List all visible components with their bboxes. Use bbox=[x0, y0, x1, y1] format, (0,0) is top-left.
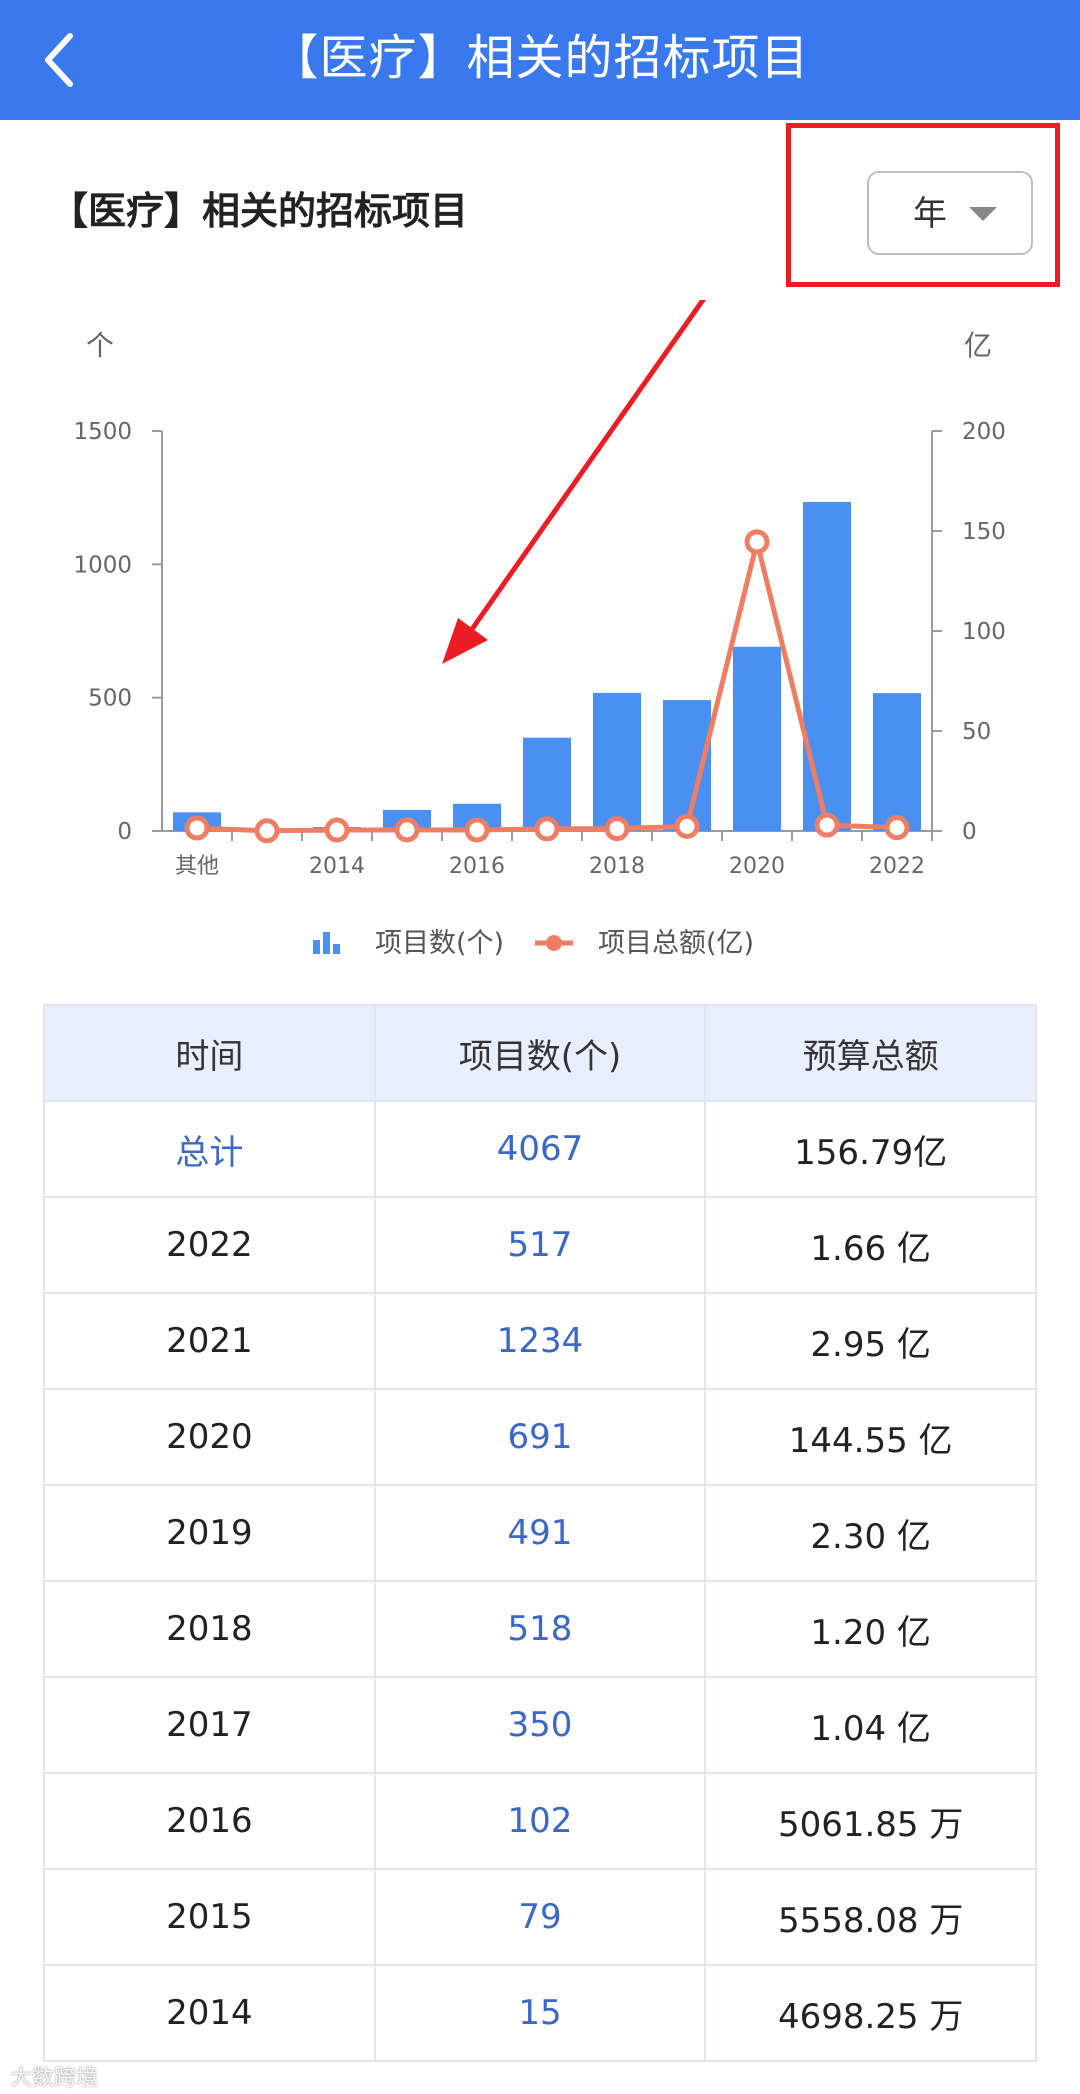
cell-amount: 156.79亿 bbox=[704, 1100, 1037, 1198]
cell-time: 2018 bbox=[43, 1580, 376, 1678]
table-row: 2016 102 5061.85 万 bbox=[43, 1772, 1037, 1870]
cell-amount: 5558.08 万 bbox=[704, 1868, 1037, 1966]
cell-amount: 2.30 亿 bbox=[704, 1484, 1037, 1582]
bar-line-chart: 0 500 1000 1500 个 0 50 100 150 200 亿其他 2014 2016 2018… bbox=[73, 300, 1006, 959]
cell-count[interactable]: 350 bbox=[373, 1676, 707, 1774]
cell-count[interactable]: 491 bbox=[373, 1484, 707, 1582]
table-row: 2022 517 1.66 亿 bbox=[43, 1196, 1037, 1294]
annotation-arrow-head bbox=[442, 618, 488, 664]
cell-count[interactable]: 1234 bbox=[373, 1292, 707, 1390]
legend-bar-icon bbox=[313, 932, 340, 954]
chevron-left-icon bbox=[45, 33, 73, 87]
left-axis-tick-label: 1000 bbox=[73, 552, 132, 578]
line-point bbox=[254, 818, 280, 844]
x-axis-tick-label: 2018 bbox=[589, 854, 645, 879]
cell-time: 2014 bbox=[43, 1964, 376, 2062]
bar bbox=[593, 692, 641, 831]
cell-amount: 4698.25 万 bbox=[704, 1964, 1037, 2062]
header-count: 项目数(个) bbox=[373, 1004, 707, 1102]
table-row: 2021 1234 2.95 亿 bbox=[43, 1292, 1037, 1390]
line-point bbox=[184, 815, 210, 841]
table-row: 2017 350 1.04 亿 bbox=[43, 1676, 1037, 1774]
table-row: 2020 691 144.55 亿 bbox=[43, 1388, 1037, 1486]
section-title: 【医疗】相关的招标项目 bbox=[50, 189, 469, 233]
table-header-row: 时间 项目数(个) 预算总额 bbox=[43, 1004, 1037, 1102]
x-axis-tick-label: 其他 bbox=[175, 854, 219, 879]
cell-amount: 5061.85 万 bbox=[704, 1772, 1037, 1870]
x-axis-tick-label: 2016 bbox=[449, 854, 505, 879]
header-amount: 预算总额 bbox=[704, 1004, 1037, 1102]
x-axis-tick-label: 2022 bbox=[869, 854, 925, 879]
legend-line-icon-dot bbox=[546, 935, 562, 951]
dropdown-selected-value: 年 bbox=[913, 194, 947, 234]
line-point bbox=[744, 529, 770, 555]
watermark: 大数跨境 bbox=[10, 2066, 99, 2091]
period-dropdown[interactable]: 年 bbox=[867, 171, 1033, 255]
table-row: 2019 491 2.30 亿 bbox=[43, 1484, 1037, 1582]
right-axis-tick-label: 150 bbox=[962, 519, 1006, 545]
left-axis-tick-label: 500 bbox=[88, 686, 132, 712]
line-point bbox=[604, 816, 630, 842]
cell-count[interactable]: 518 bbox=[373, 1580, 707, 1678]
line-point bbox=[394, 817, 420, 843]
annotation-arrow bbox=[467, 300, 706, 634]
cell-count[interactable]: 517 bbox=[373, 1196, 707, 1294]
right-axis-tick-label: 200 bbox=[962, 419, 1006, 445]
cell-amount: 144.55 亿 bbox=[704, 1388, 1037, 1486]
line-point bbox=[324, 817, 350, 843]
cell-amount: 2.95 亿 bbox=[704, 1292, 1037, 1390]
cell-time: 2019 bbox=[43, 1484, 376, 1582]
line-point bbox=[534, 816, 560, 842]
table-row: 2015 79 5558.08 万 bbox=[43, 1868, 1037, 1966]
cell-amount: 1.20 亿 bbox=[704, 1580, 1037, 1678]
cell-time: 2021 bbox=[43, 1292, 376, 1390]
table-row: 2014 15 4698.25 万 bbox=[43, 1964, 1037, 2062]
back-button[interactable] bbox=[30, 20, 110, 100]
cell-time: 2022 bbox=[43, 1196, 376, 1294]
bar bbox=[803, 501, 851, 831]
header-time: 时间 bbox=[43, 1004, 376, 1102]
cell-count[interactable]: 4067 bbox=[373, 1100, 707, 1198]
cell-amount: 1.04 亿 bbox=[704, 1676, 1037, 1774]
cell-time: 2017 bbox=[43, 1676, 376, 1774]
line-point bbox=[464, 817, 490, 843]
legend-bar-icon-bar bbox=[323, 932, 330, 954]
cell-count[interactable]: 691 bbox=[373, 1388, 707, 1486]
bar bbox=[523, 737, 571, 831]
line-point bbox=[884, 815, 910, 841]
cell-count[interactable]: 15 bbox=[373, 1964, 707, 2062]
cell-count[interactable]: 102 bbox=[373, 1772, 707, 1870]
x-axis-tick-label: 2020 bbox=[729, 854, 785, 879]
data-table: 时间 项目数(个) 预算总额 总计 4067 156.79亿 2022 517 … bbox=[43, 1004, 1037, 2062]
legend-line-icon bbox=[535, 935, 573, 951]
page-title: 【医疗】相关的招标项目 bbox=[270, 30, 810, 86]
legend-bar-icon-bar bbox=[333, 944, 340, 954]
cell-time: 2016 bbox=[43, 1772, 376, 1870]
left-axis-tick-label: 0 bbox=[117, 819, 132, 845]
cell-time: 2020 bbox=[43, 1388, 376, 1486]
left-axis-unit: 个 bbox=[86, 329, 114, 362]
left-axis-tick-label: 1500 bbox=[73, 419, 132, 445]
cell-time: 2015 bbox=[43, 1868, 376, 1966]
right-axis-tick-label: 50 bbox=[962, 719, 991, 745]
cell-amount: 1.66 亿 bbox=[704, 1196, 1037, 1294]
legend-label-amount: 项目总额(亿) bbox=[598, 928, 754, 959]
right-axis-tick-label: 0 bbox=[962, 819, 977, 845]
right-axis-tick-label: 100 bbox=[962, 619, 1006, 645]
table-row-total: 总计 4067 156.79亿 bbox=[43, 1100, 1037, 1198]
x-axis-tick-label: 2014 bbox=[309, 854, 365, 879]
line-point bbox=[814, 812, 840, 838]
line-point bbox=[674, 813, 700, 839]
legend-bar-icon-bar bbox=[313, 940, 320, 954]
top-bar: 【医疗】相关的招标项目 bbox=[0, 0, 1080, 120]
cell-count[interactable]: 79 bbox=[373, 1868, 707, 1966]
legend-label-count: 项目数(个) bbox=[375, 928, 504, 959]
right-axis-unit: 亿 bbox=[964, 329, 992, 362]
table-row: 2018 518 1.20 亿 bbox=[43, 1580, 1037, 1678]
cell-time[interactable]: 总计 bbox=[43, 1100, 376, 1198]
bar bbox=[733, 646, 781, 831]
bar bbox=[873, 693, 921, 831]
caret-down-icon bbox=[969, 207, 997, 221]
